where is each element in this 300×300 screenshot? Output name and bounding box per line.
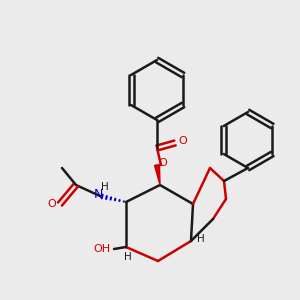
Text: O: O: [159, 158, 167, 168]
Text: H: H: [197, 234, 205, 244]
Text: H: H: [124, 252, 132, 262]
Text: N: N: [93, 188, 103, 202]
Text: OH: OH: [93, 244, 111, 254]
Polygon shape: [154, 165, 160, 185]
Text: H: H: [101, 182, 109, 192]
Text: O: O: [48, 199, 56, 209]
Text: O: O: [178, 136, 188, 146]
